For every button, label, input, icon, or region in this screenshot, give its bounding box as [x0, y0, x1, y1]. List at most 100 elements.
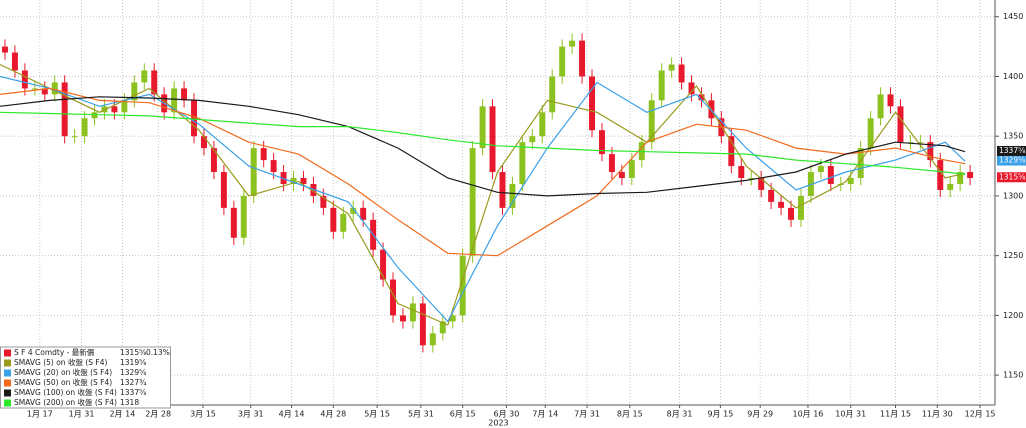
candle-body	[340, 213, 347, 232]
candle-body	[31, 88, 38, 90]
candle-body	[419, 303, 426, 346]
candle-body	[11, 52, 18, 71]
ma-line	[0, 87, 966, 257]
x-tick-label: 4月 14	[279, 410, 305, 419]
candle-body	[131, 82, 138, 101]
price-tag-box	[997, 155, 1026, 166]
x-tick-label: 8月 31	[667, 410, 693, 419]
candle-body	[181, 88, 188, 101]
candle-body	[509, 183, 516, 208]
legend-swatch	[4, 349, 11, 357]
legend-value: 1327¾	[120, 378, 147, 387]
candle-body	[778, 201, 785, 208]
candle-body	[867, 118, 874, 149]
legend-label: S F 4 Comdty - 最新價	[14, 347, 95, 357]
legend-value: 1337⅝	[120, 388, 146, 397]
candle-body	[569, 40, 576, 47]
candle-body	[469, 148, 476, 256]
candle-body	[539, 112, 546, 137]
x-tick-label: 1月 17	[27, 410, 53, 419]
candle-body	[738, 166, 745, 179]
x-tick-label: 3月 31	[238, 410, 264, 419]
legend-label: SMAVG (20) on 收盤 (S F4)	[14, 367, 112, 377]
price-tag: 1337⅝	[997, 145, 1026, 156]
candle-body	[121, 100, 128, 113]
legend-swatch	[4, 389, 11, 397]
candle-body	[240, 195, 247, 238]
candle-body	[220, 172, 227, 208]
x-tick-label: 1月 31	[69, 410, 95, 419]
candle-body	[360, 207, 367, 220]
year-label: 2023	[488, 419, 508, 428]
y-tick-label: 1450	[1003, 12, 1023, 21]
candle-body	[668, 64, 675, 71]
x-tick-label: 4月 28	[320, 410, 346, 419]
candle-body	[887, 94, 894, 107]
candle-body	[758, 178, 765, 190]
x-tick-label: 2月 28	[145, 410, 171, 419]
x-tick-label: 6月 30	[494, 410, 520, 419]
candle-body	[91, 112, 98, 119]
candle-body	[449, 315, 456, 322]
legend-swatch	[4, 399, 11, 407]
candle-body	[61, 82, 68, 137]
legend-swatch	[4, 379, 11, 387]
price-tag-label: 1329⅝	[999, 156, 1025, 165]
legend-label: SMAVG (5) on 收盤 (S F4)	[14, 357, 107, 367]
legend-swatch	[4, 369, 11, 377]
price-tag-label: 1337⅝	[999, 146, 1025, 155]
candle-body	[559, 46, 566, 77]
candle-body	[967, 172, 974, 179]
candle-body	[300, 178, 307, 184]
legend-label: SMAVG (200) on 收盤 (S F4)	[14, 397, 117, 407]
candle-body	[489, 106, 496, 173]
candle-body	[141, 70, 148, 83]
candle-body	[1, 46, 8, 53]
candle-body	[658, 70, 665, 101]
candle-body	[270, 160, 277, 173]
candle-body	[937, 160, 944, 190]
candle-body	[250, 148, 257, 196]
candle-body	[648, 100, 655, 143]
candle-body	[439, 321, 446, 334]
candle-body	[608, 154, 615, 173]
candle-body	[618, 172, 625, 179]
candle-body	[897, 106, 904, 143]
x-tick-label: 3月 15	[190, 410, 216, 419]
candle-body	[877, 94, 884, 119]
y-tick-label: 1350	[1003, 132, 1023, 141]
candle-body	[847, 178, 854, 184]
candle-body	[628, 160, 635, 179]
ma-line	[0, 63, 966, 326]
candle-body	[429, 333, 436, 346]
candle-body	[549, 76, 556, 113]
candle-body	[459, 255, 466, 316]
candle-body	[210, 148, 217, 173]
candle-body	[479, 106, 486, 149]
candle-body	[111, 106, 118, 113]
x-tick-label: 9月 15	[707, 410, 733, 419]
candle-body	[151, 70, 158, 95]
candle-body	[768, 189, 775, 202]
candle-body	[71, 136, 78, 138]
candle-body	[589, 76, 596, 131]
candle-body	[499, 172, 506, 208]
x-tick-label: 7月 31	[574, 410, 600, 419]
price-tag-box	[997, 145, 1026, 156]
x-tick-label: 7月 14	[532, 410, 558, 419]
candle-body	[579, 40, 586, 77]
candle-body	[380, 249, 387, 280]
legend-box	[0, 346, 171, 409]
legend-label: SMAVG (50) on 收盤 (S F4)	[14, 377, 112, 387]
candle-body	[409, 303, 416, 322]
x-tick-label: 8月 15	[617, 410, 643, 419]
x-tick-label: 2月 14	[109, 410, 135, 419]
candle-body	[698, 94, 705, 101]
x-tick-label: 6月 15	[450, 410, 476, 419]
candle-body	[200, 136, 207, 149]
candle-body	[728, 136, 735, 167]
legend: S F 4 Comdty - 最新價 1315⅝ 0.13% SMAVG (5) on…	[0, 346, 171, 409]
x-tick-label: 12月 15	[965, 410, 996, 419]
candle-body	[797, 195, 804, 220]
